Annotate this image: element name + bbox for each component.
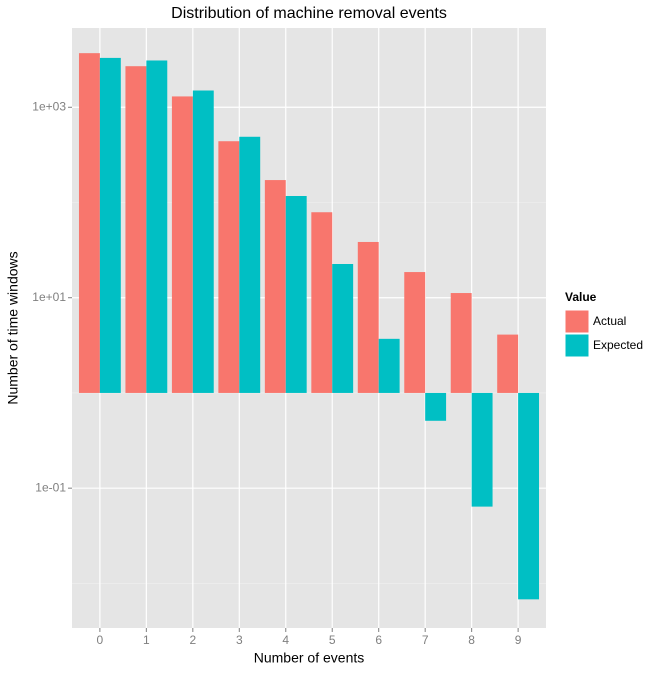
bar — [450, 293, 472, 393]
legend-key — [564, 309, 590, 334]
legend-key — [564, 333, 590, 358]
x-tick-label: 8 — [468, 633, 475, 647]
bar — [239, 136, 261, 393]
x-tick-label: 7 — [422, 633, 429, 647]
x-tick-label: 5 — [329, 633, 336, 647]
bar — [78, 53, 100, 393]
bar — [146, 60, 168, 393]
x-tick-label: 9 — [515, 633, 522, 647]
bar — [332, 263, 354, 393]
bar — [518, 392, 540, 600]
bar — [264, 180, 286, 393]
y-tick-label: 1e-01 — [35, 480, 66, 494]
bar — [218, 141, 240, 393]
bar — [99, 57, 121, 393]
bar — [192, 90, 214, 393]
chart-title: Distribution of machine removal events — [171, 5, 447, 22]
x-tick-label: 4 — [282, 633, 289, 647]
bar — [404, 272, 426, 393]
bar — [311, 212, 333, 393]
x-tick-label: 0 — [97, 633, 104, 647]
bar — [171, 96, 193, 393]
y-tick-label: 1e+03 — [32, 99, 66, 113]
x-tick-label: 3 — [236, 633, 243, 647]
bar — [125, 66, 147, 393]
x-tick-label: 2 — [189, 633, 196, 647]
bar — [378, 338, 400, 393]
bar — [285, 196, 307, 393]
bar — [425, 392, 447, 421]
x-axis-label: Number of events — [254, 650, 365, 666]
legend-label: Expected — [593, 338, 643, 352]
y-tick-label: 1e+01 — [32, 290, 66, 304]
legend-label: Actual — [593, 314, 626, 328]
legend-title: Value — [565, 290, 597, 304]
y-axis-label: Number of time windows — [5, 251, 21, 404]
x-tick-label: 6 — [375, 633, 382, 647]
bar — [357, 241, 379, 393]
x-tick-label: 1 — [143, 633, 150, 647]
bar — [497, 334, 519, 393]
bar — [471, 392, 493, 507]
